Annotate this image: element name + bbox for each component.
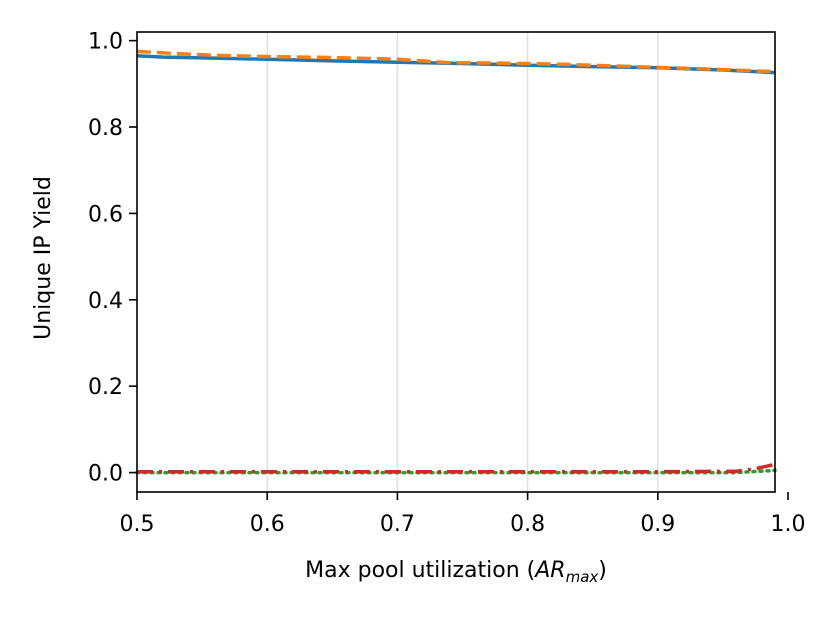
x-axis-label-suffix: ) — [598, 558, 607, 583]
x-tick-label-5: 1.0 — [771, 512, 806, 537]
series-line-0 — [136, 54, 776, 75]
x-axis-label-prefix: Max pool utilization ( — [305, 558, 535, 583]
grid-lines — [266, 32, 659, 492]
y-axis-ticks: 0.0 0.2 0.4 0.6 0.8 1.0 — [88, 30, 137, 487]
y-tick-label-1: 0.2 — [88, 375, 123, 400]
x-tick-label-0: 0.5 — [120, 512, 155, 537]
x-axis-ticks: 0.5 0.6 0.7 0.8 0.9 1.0 — [120, 492, 806, 537]
x-axis-label: Max pool utilization (ARmax) — [305, 558, 607, 586]
x-axis-label-math-base: AR — [533, 558, 565, 583]
y-tick-label-3: 0.6 — [88, 202, 123, 227]
x-tick-label-2: 0.7 — [380, 512, 415, 537]
x-tick-label-4: 0.9 — [640, 512, 675, 537]
series-line-3 — [137, 462, 776, 474]
x-axis-label-math-sub: max — [566, 568, 599, 586]
y-tick-label-4: 0.8 — [88, 116, 123, 141]
series-lines — [135, 49, 777, 475]
y-tick-label-5: 1.0 — [88, 30, 123, 55]
x-tick-label-3: 0.8 — [510, 512, 545, 537]
series-line-2 — [135, 468, 777, 475]
y-tick-label-0: 0.0 — [88, 462, 123, 487]
y-tick-label-2: 0.4 — [88, 289, 123, 314]
plot-frame — [136, 31, 776, 493]
x-tick-label-1: 0.6 — [250, 512, 285, 537]
y-axis-label: Unique IP Yield — [31, 176, 56, 340]
series-line-1 — [136, 49, 776, 74]
